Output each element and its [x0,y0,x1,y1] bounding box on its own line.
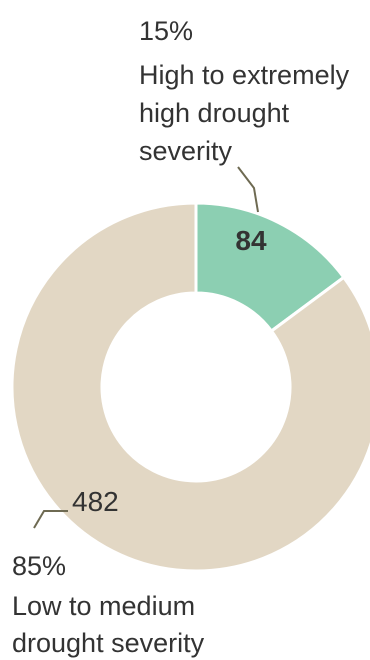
category-label-low-line1: Low to medium [12,591,195,621]
category-label-high-line3: severity [139,136,233,166]
percent-label-high: 15% [139,16,193,46]
category-label-high-line2: high drought [139,98,290,128]
slices-group [10,201,370,573]
category-label-low-line2: drought severity [12,628,205,658]
percent-label-low: 85% [12,551,66,581]
value-label-low: 482 [72,486,119,517]
leader-line-low [33,510,68,529]
leader-line-high [237,166,259,213]
slice-low-medium-drought-severity[interactable] [10,201,370,573]
slice-high-drought-severity[interactable] [194,201,346,334]
value-label-high: 84 [235,225,267,256]
category-label-high-line1: High to extremely [139,60,350,90]
